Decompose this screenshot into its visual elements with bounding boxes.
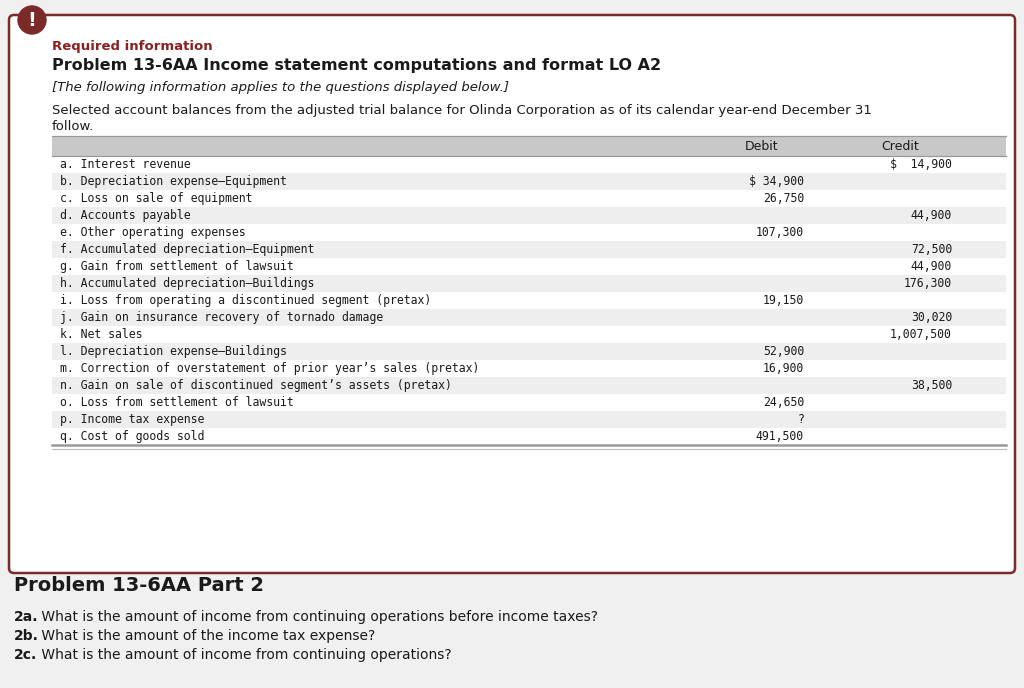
Text: 44,900: 44,900 bbox=[910, 260, 952, 273]
Text: 107,300: 107,300 bbox=[756, 226, 804, 239]
Text: e. Other operating expenses: e. Other operating expenses bbox=[60, 226, 246, 239]
Text: Required information: Required information bbox=[52, 40, 213, 53]
Text: $ 34,900: $ 34,900 bbox=[749, 175, 804, 188]
Text: g. Gain from settlement of lawsuit: g. Gain from settlement of lawsuit bbox=[60, 260, 294, 273]
Bar bbox=[52, 360, 1006, 377]
Text: 491,500: 491,500 bbox=[756, 430, 804, 443]
Text: What is the amount of income from continuing operations before income taxes?: What is the amount of income from contin… bbox=[38, 610, 598, 624]
Text: 176,300: 176,300 bbox=[904, 277, 952, 290]
Text: h. Accumulated depreciation–Buildings: h. Accumulated depreciation–Buildings bbox=[60, 277, 314, 290]
Text: o. Loss from settlement of lawsuit: o. Loss from settlement of lawsuit bbox=[60, 396, 294, 409]
Text: 19,150: 19,150 bbox=[763, 294, 804, 307]
Text: q. Cost of goods sold: q. Cost of goods sold bbox=[60, 430, 205, 443]
Text: Credit: Credit bbox=[881, 140, 919, 153]
Text: 72,500: 72,500 bbox=[910, 243, 952, 256]
Bar bbox=[52, 224, 1006, 241]
Bar bbox=[52, 394, 1006, 411]
Text: a. Interest revenue: a. Interest revenue bbox=[60, 158, 190, 171]
Bar bbox=[52, 241, 1006, 258]
Text: What is the amount of the income tax expense?: What is the amount of the income tax exp… bbox=[38, 629, 376, 643]
Text: l. Depreciation expense–Buildings: l. Depreciation expense–Buildings bbox=[60, 345, 287, 358]
Bar bbox=[52, 343, 1006, 360]
Text: p. Income tax expense: p. Income tax expense bbox=[60, 413, 205, 426]
Text: 1,007,500: 1,007,500 bbox=[890, 328, 952, 341]
Bar bbox=[52, 411, 1006, 428]
Text: What is the amount of income from continuing operations?: What is the amount of income from contin… bbox=[38, 648, 452, 662]
Text: 2c.: 2c. bbox=[14, 648, 37, 662]
Text: 52,900: 52,900 bbox=[763, 345, 804, 358]
Text: d. Accounts payable: d. Accounts payable bbox=[60, 209, 190, 222]
Text: $  14,900: $ 14,900 bbox=[890, 158, 952, 171]
Text: 2b.: 2b. bbox=[14, 629, 39, 643]
Text: c. Loss on sale of equipment: c. Loss on sale of equipment bbox=[60, 192, 253, 205]
Text: i. Loss from operating a discontinued segment (pretax): i. Loss from operating a discontinued se… bbox=[60, 294, 431, 307]
Bar bbox=[52, 292, 1006, 309]
Text: 26,750: 26,750 bbox=[763, 192, 804, 205]
Text: 30,020: 30,020 bbox=[910, 311, 952, 324]
Bar bbox=[52, 207, 1006, 224]
Bar bbox=[52, 173, 1006, 190]
Bar bbox=[52, 156, 1006, 173]
Bar bbox=[52, 275, 1006, 292]
Bar bbox=[52, 428, 1006, 445]
Text: 44,900: 44,900 bbox=[910, 209, 952, 222]
Bar bbox=[52, 190, 1006, 207]
Text: m. Correction of overstatement of prior year’s sales (pretax): m. Correction of overstatement of prior … bbox=[60, 362, 479, 375]
Bar bbox=[52, 377, 1006, 394]
Text: Debit: Debit bbox=[745, 140, 779, 153]
FancyBboxPatch shape bbox=[9, 15, 1015, 573]
Text: b. Depreciation expense–Equipment: b. Depreciation expense–Equipment bbox=[60, 175, 287, 188]
Bar bbox=[52, 309, 1006, 326]
Text: 24,650: 24,650 bbox=[763, 396, 804, 409]
Text: k. Net sales: k. Net sales bbox=[60, 328, 142, 341]
Circle shape bbox=[18, 6, 46, 34]
Text: 38,500: 38,500 bbox=[910, 379, 952, 392]
Text: f. Accumulated depreciation–Equipment: f. Accumulated depreciation–Equipment bbox=[60, 243, 314, 256]
Text: Problem 13-6AA Income statement computations and format LO A2: Problem 13-6AA Income statement computat… bbox=[52, 58, 662, 73]
Text: !: ! bbox=[28, 10, 37, 30]
Text: ?: ? bbox=[797, 413, 804, 426]
Text: n. Gain on sale of discontinued segment’s assets (pretax): n. Gain on sale of discontinued segment’… bbox=[60, 379, 452, 392]
Text: follow.: follow. bbox=[52, 120, 94, 133]
Bar bbox=[52, 136, 1006, 156]
Text: Problem 13-6AA Part 2: Problem 13-6AA Part 2 bbox=[14, 576, 264, 595]
Text: j. Gain on insurance recovery of tornado damage: j. Gain on insurance recovery of tornado… bbox=[60, 311, 383, 324]
Bar bbox=[52, 258, 1006, 275]
Text: 16,900: 16,900 bbox=[763, 362, 804, 375]
Text: Selected account balances from the adjusted trial balance for Olinda Corporation: Selected account balances from the adjus… bbox=[52, 104, 871, 117]
Text: [The following information applies to the questions displayed below.]: [The following information applies to th… bbox=[52, 81, 509, 94]
Bar bbox=[52, 326, 1006, 343]
Text: 2a.: 2a. bbox=[14, 610, 39, 624]
